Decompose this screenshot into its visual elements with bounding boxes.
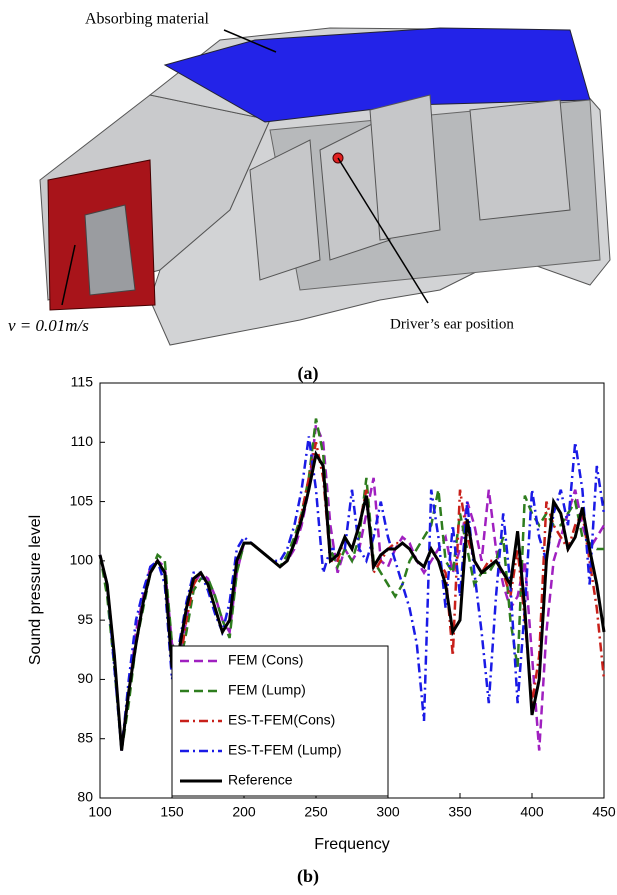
x-tick-label: 350 [448,804,472,820]
annotation: Absorbing material [85,11,210,28]
x-axis-label: Frequency [314,836,390,853]
y-tick-label: 100 [70,552,94,568]
van-illustration [40,28,610,345]
y-tick-label: 105 [70,492,94,508]
legend-label: ES-T-FEM (Lump) [228,742,342,758]
y-axis-label: Sound pressure level [27,515,44,665]
x-tick-label: 450 [592,804,616,820]
y-tick-label: 110 [71,433,94,449]
x-tick-label: 250 [304,804,328,820]
y-tick-label: 90 [77,670,93,686]
x-tick-label: 400 [520,804,544,820]
legend-label: FEM (Cons) [228,652,303,668]
y-tick-label: 95 [77,611,93,627]
y-tick-label: 115 [71,374,94,390]
x-tick-label: 100 [88,804,112,820]
page: Absorbing material v = 0.01m/s Driver’s … [0,0,617,895]
caption: (b) [297,866,319,887]
legend-label: FEM (Lump) [228,682,306,698]
y-tick-label: 80 [77,789,93,805]
annotation: v = 0.01m/s [8,316,89,335]
y-tick-label: 85 [77,729,93,745]
x-tick-label: 150 [160,804,184,820]
legend-label: ES-T-FEM(Cons) [228,712,335,728]
annotation: Driver’s ear position [390,316,514,332]
seat [470,100,570,220]
legend-label: Reference [228,772,293,788]
caption: (a) [298,363,319,384]
seat [370,95,440,240]
x-tick-label: 200 [232,804,256,820]
x-tick-label: 300 [376,804,400,820]
figure: Absorbing material v = 0.01m/s Driver’s … [0,0,617,895]
